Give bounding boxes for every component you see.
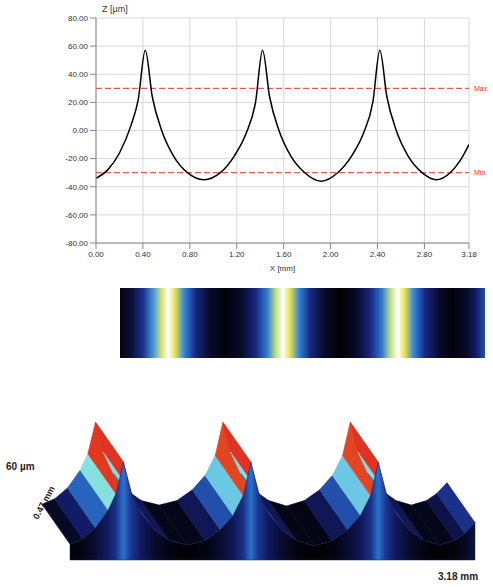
svg-text:X [mm]: X [mm] [270,264,295,273]
svg-text:3.18 mm: 3.18 mm [438,571,478,582]
svg-text:-60.00: -60.00 [65,211,88,220]
svg-text:0.00: 0.00 [88,250,104,259]
html-text:Z [µm]: Z [µm] [102,4,128,14]
svg-text:0.80: 0.80 [182,250,198,259]
svg-text:-80.00: -80.00 [65,239,88,248]
svg-text:0.47 mm: 0.47 mm [31,484,57,521]
svg-text:-20.00: -20.00 [65,154,88,163]
svg-text:-40.00: -40.00 [65,183,88,192]
svg-text:3.18: 3.18 [461,250,477,259]
svg-text:1.20: 1.20 [229,250,245,259]
svg-text:2.40: 2.40 [370,250,386,259]
svg-text:Min: Min [474,169,485,176]
svg-text:80.00: 80.00 [68,14,89,23]
svg-text:2.80: 2.80 [417,250,433,259]
svg-text:60.00: 60.00 [68,42,89,51]
svg-text:0.40: 0.40 [135,250,151,259]
svg-text:60 µm: 60 µm [6,461,35,472]
svg-text:0.00: 0.00 [72,126,88,135]
svg-text:2.00: 2.00 [323,250,339,259]
svg-text:40.00: 40.00 [68,70,89,79]
svg-text:20.00: 20.00 [68,98,89,107]
svg-text:Max: Max [474,85,488,92]
svg-text:1.60: 1.60 [276,250,292,259]
